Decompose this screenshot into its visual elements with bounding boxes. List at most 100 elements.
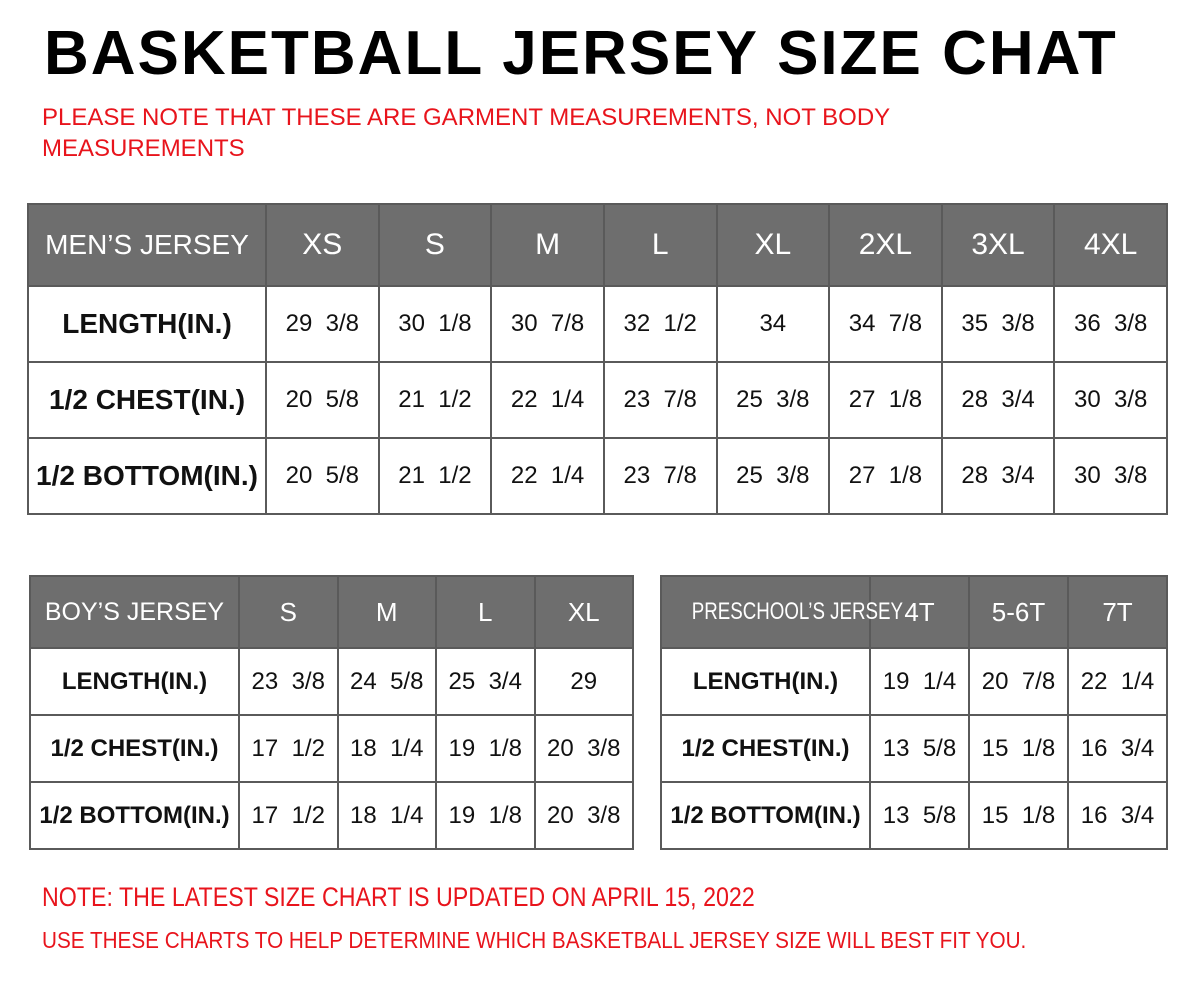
table-title-cell: PRESCHOOL’S JERSEY xyxy=(660,575,903,649)
measurement-value: 22 1/4 xyxy=(1067,647,1168,716)
measurement-value: 20 3/8 xyxy=(533,714,634,783)
header-row: PRESCHOOL’S JERSEY 4T 5-6T 7T xyxy=(660,575,1168,649)
table-row: 1/2 CHEST(IN.) 20 5/8 21 1/2 22 1/4 23 7/8 25… xyxy=(27,361,1168,439)
garment-notice-line1: PLEASE NOTE THAT THESE ARE GARMENT MEASU… xyxy=(42,104,891,131)
header-text: 2XL xyxy=(858,228,913,261)
header-text: 7T xyxy=(1102,596,1133,627)
measurement-value: 32 1/2 xyxy=(602,285,718,363)
header-row: MEN’S JERSEY XS S M L XL 2XL 3XL 4XL xyxy=(27,203,1168,287)
measurement-value: 36 3/8 xyxy=(1053,285,1168,363)
header-text: M xyxy=(375,596,398,627)
header-text: XL xyxy=(567,596,600,627)
measurement-value: 28 3/4 xyxy=(940,361,1056,439)
measurement-value: 22 1/4 xyxy=(490,361,605,439)
measurement-value: 20 7/8 xyxy=(968,647,1069,716)
table-title-cell: MEN’S JERSEY xyxy=(27,203,267,287)
measurement-value: 19 1/4 xyxy=(869,647,970,716)
measurement-value: 28 3/4 xyxy=(940,437,1056,515)
size-header-cell: 7T xyxy=(1067,575,1168,649)
measurement-value: 17 1/2 xyxy=(238,714,339,783)
garment-notice-line2: MEASUREMENTS xyxy=(42,135,245,162)
preschool-size-table: PRESCHOOL’S JERSEY 4T 5-6T 7T LENGTH(IN.) 19 … xyxy=(660,575,1168,850)
measurement-value: 18 1/4 xyxy=(336,714,437,783)
size-header-cell: XL xyxy=(715,203,831,287)
boys-size-table: BOY’S JERSEY S M L XL LENGTH(IN.) 23 3/8 24 5/8… xyxy=(29,575,634,850)
measurement-value: 30 3/8 xyxy=(1053,437,1168,515)
header-text: M xyxy=(535,228,561,261)
measurement-label: LENGTH(IN.) xyxy=(660,647,871,716)
measurement-value: 23 7/8 xyxy=(602,361,718,439)
size-header-cell: M xyxy=(336,575,437,649)
table-row: 1/2 CHEST(IN.) 13 5/8 15 1/8 16 3/4 xyxy=(660,714,1168,783)
measurement-value: 23 3/8 xyxy=(238,647,339,716)
measurement-value: 20 5/8 xyxy=(265,437,380,515)
measurement-value: 13 5/8 xyxy=(869,714,970,783)
measurement-value: 23 7/8 xyxy=(602,437,718,515)
measurement-value: 34 xyxy=(715,285,831,363)
measurement-value: 19 1/8 xyxy=(435,781,536,850)
measurement-value: 15 1/8 xyxy=(968,714,1069,783)
size-header-cell: 4T xyxy=(869,575,970,649)
size-header-cell: S xyxy=(377,203,493,287)
fit-note: USE THESE CHARTS TO HELP DETERMINE WHICH… xyxy=(42,927,1027,953)
table-row: 1/2 BOTTOM(IN.) 17 1/2 18 1/4 19 1/8 20 3/8 xyxy=(29,781,634,850)
measurement-value: 22 1/4 xyxy=(490,437,605,515)
measurement-value: 18 1/4 xyxy=(336,781,437,850)
header-text: 5-6T xyxy=(991,596,1046,627)
measurement-value: 29 xyxy=(533,647,634,716)
header-text: 4XL xyxy=(1083,228,1138,261)
header-text: L xyxy=(478,596,493,627)
size-header-cell: L xyxy=(602,203,718,287)
page-title: BASKETBALL JERSEY SIZE CHAT xyxy=(44,19,1118,88)
measurement-label: LENGTH(IN.) xyxy=(29,647,240,716)
measurement-label: 1/2 CHEST(IN.) xyxy=(27,361,267,439)
measurement-value: 21 1/2 xyxy=(377,361,493,439)
measurement-label: 1/2 CHEST(IN.) xyxy=(29,714,240,783)
measurement-value: 25 3/8 xyxy=(715,361,831,439)
size-header-cell: M xyxy=(490,203,605,287)
size-header-cell: 2XL xyxy=(828,203,943,287)
header-text: BOY’S JERSEY xyxy=(44,597,225,626)
table-row: LENGTH(IN.) 29 3/8 30 1/8 30 7/8 32 1/2 34 34 … xyxy=(27,285,1168,363)
measurement-label: LENGTH(IN.) xyxy=(27,285,267,363)
measurement-value: 25 3/4 xyxy=(435,647,536,716)
table-row: LENGTH(IN.) 23 3/8 24 5/8 25 3/4 29 xyxy=(29,647,634,716)
update-note: NOTE: THE LATEST SIZE CHART IS UPDATED O… xyxy=(42,882,755,912)
measurement-value: 13 5/8 xyxy=(869,781,970,850)
header-text: S xyxy=(279,596,297,627)
size-header-cell: XL xyxy=(533,575,634,649)
header-text: 3XL xyxy=(971,228,1025,261)
table-row: LENGTH(IN.) 19 1/4 20 7/8 22 1/4 xyxy=(660,647,1168,716)
size-header-cell: 3XL xyxy=(940,203,1056,287)
table-row: 1/2 BOTTOM(IN.) 13 5/8 15 1/8 16 3/4 xyxy=(660,781,1168,850)
header-text: MEN’S JERSEY xyxy=(45,229,249,260)
size-header-cell: XS xyxy=(265,203,380,287)
measurement-value: 15 1/8 xyxy=(968,781,1069,850)
measurement-label: 1/2 CHEST(IN.) xyxy=(660,714,871,783)
measurement-value: 16 3/4 xyxy=(1067,781,1168,850)
header-text: PRESCHOOL’S JERSEY xyxy=(691,598,903,625)
measurement-label: 1/2 BOTTOM(IN.) xyxy=(27,437,267,515)
measurement-value: 34 7/8 xyxy=(828,285,943,363)
measurement-value: 30 3/8 xyxy=(1053,361,1168,439)
measurement-value: 27 1/8 xyxy=(828,361,943,439)
measurement-value: 30 1/8 xyxy=(377,285,493,363)
measurement-value: 20 5/8 xyxy=(265,361,380,439)
measurement-value: 35 3/8 xyxy=(940,285,1056,363)
measurement-value: 29 3/8 xyxy=(265,285,380,363)
measurement-label: 1/2 BOTTOM(IN.) xyxy=(29,781,240,850)
mens-size-table: MEN’S JERSEY XS S M L XL 2XL 3XL 4XL LENGTH(IN.) 2… xyxy=(27,203,1168,515)
measurement-value: 24 5/8 xyxy=(336,647,437,716)
measurement-value: 17 1/2 xyxy=(238,781,339,850)
size-header-cell: 4XL xyxy=(1053,203,1168,287)
header-text: L xyxy=(651,228,669,261)
header-text: XS xyxy=(302,228,343,261)
measurement-value: 16 3/4 xyxy=(1067,714,1168,783)
measurement-label: 1/2 BOTTOM(IN.) xyxy=(660,781,871,850)
header-row: BOY’S JERSEY S M L XL xyxy=(29,575,634,649)
measurement-value: 25 3/8 xyxy=(715,437,831,515)
measurement-value: 19 1/8 xyxy=(435,714,536,783)
size-header-cell: 5-6T xyxy=(968,575,1069,649)
header-text: 4T xyxy=(904,596,935,627)
measurement-value: 20 3/8 xyxy=(533,781,634,850)
